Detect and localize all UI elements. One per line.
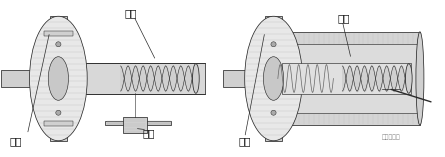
- Text: 车刀: 车刀: [143, 128, 155, 138]
- Ellipse shape: [263, 57, 283, 100]
- FancyBboxPatch shape: [44, 31, 73, 36]
- FancyBboxPatch shape: [283, 32, 420, 125]
- FancyBboxPatch shape: [54, 63, 205, 94]
- FancyBboxPatch shape: [50, 16, 67, 141]
- Ellipse shape: [271, 42, 276, 47]
- Ellipse shape: [56, 42, 61, 47]
- Text: 工件: 工件: [125, 8, 138, 18]
- FancyBboxPatch shape: [44, 121, 73, 126]
- Ellipse shape: [245, 16, 302, 141]
- FancyBboxPatch shape: [121, 64, 196, 93]
- Ellipse shape: [29, 16, 87, 141]
- FancyBboxPatch shape: [1, 70, 67, 87]
- Text: 卡盘: 卡盘: [238, 136, 251, 146]
- FancyBboxPatch shape: [123, 117, 147, 133]
- FancyBboxPatch shape: [285, 44, 418, 113]
- Text: 工件: 工件: [338, 13, 350, 23]
- Ellipse shape: [416, 32, 424, 125]
- Text: 每图紧固件: 每图紧固件: [382, 135, 400, 140]
- FancyBboxPatch shape: [105, 121, 171, 125]
- Text: 卡盘: 卡盘: [9, 136, 22, 146]
- Ellipse shape: [48, 57, 69, 100]
- Ellipse shape: [56, 110, 61, 115]
- FancyBboxPatch shape: [265, 16, 282, 141]
- Ellipse shape: [271, 110, 276, 115]
- Ellipse shape: [193, 64, 199, 93]
- FancyBboxPatch shape: [222, 70, 282, 87]
- FancyBboxPatch shape: [283, 63, 411, 94]
- Ellipse shape: [405, 64, 412, 93]
